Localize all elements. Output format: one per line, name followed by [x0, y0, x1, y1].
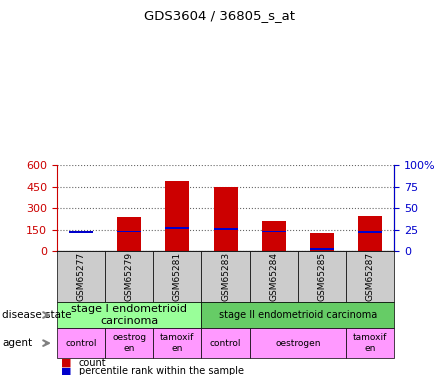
Text: oestrogen: oestrogen — [275, 339, 321, 348]
Bar — [57, 302, 201, 328]
Text: GSM65279: GSM65279 — [125, 252, 134, 301]
Bar — [165, 181, 189, 251]
Text: oestrog
en: oestrog en — [112, 333, 146, 353]
Bar — [261, 231, 286, 232]
Bar — [153, 251, 201, 302]
Bar — [213, 228, 237, 230]
Bar — [201, 302, 394, 328]
Bar — [358, 231, 382, 233]
Bar — [153, 328, 201, 358]
Text: control: control — [65, 339, 97, 348]
Text: GSM65285: GSM65285 — [318, 252, 326, 301]
Bar — [310, 248, 334, 249]
Bar — [346, 251, 394, 302]
Text: ■: ■ — [61, 358, 72, 368]
Text: agent: agent — [2, 338, 32, 348]
Bar — [117, 217, 141, 251]
Bar — [57, 328, 105, 358]
Bar — [201, 251, 250, 302]
Bar — [250, 328, 346, 358]
Bar — [213, 187, 237, 251]
Text: GSM65283: GSM65283 — [221, 252, 230, 301]
Bar — [105, 251, 153, 302]
Text: GSM65281: GSM65281 — [173, 252, 182, 301]
Bar — [105, 328, 153, 358]
Bar — [165, 227, 189, 229]
Bar — [298, 251, 346, 302]
Bar — [57, 251, 105, 302]
Bar — [358, 216, 382, 251]
Bar — [346, 328, 394, 358]
Text: percentile rank within the sample: percentile rank within the sample — [79, 366, 244, 375]
Text: stage II endometrioid carcinoma: stage II endometrioid carcinoma — [219, 310, 377, 320]
Bar — [261, 221, 286, 251]
Bar — [250, 251, 298, 302]
Text: ■: ■ — [61, 366, 72, 375]
Text: stage I endometrioid
carcinoma: stage I endometrioid carcinoma — [71, 304, 187, 326]
Bar — [310, 232, 334, 251]
Bar — [69, 231, 93, 233]
Text: control: control — [210, 339, 241, 348]
Bar — [117, 231, 141, 232]
Text: GDS3604 / 36805_s_at: GDS3604 / 36805_s_at — [144, 9, 294, 22]
Text: tamoxif
en: tamoxif en — [353, 333, 387, 353]
Text: GSM65284: GSM65284 — [269, 252, 278, 301]
Text: GSM65287: GSM65287 — [366, 252, 374, 301]
Text: count: count — [79, 358, 106, 368]
Text: tamoxif
en: tamoxif en — [160, 333, 194, 353]
Text: disease state: disease state — [2, 310, 72, 320]
Text: GSM65277: GSM65277 — [77, 252, 85, 301]
Bar — [201, 328, 250, 358]
